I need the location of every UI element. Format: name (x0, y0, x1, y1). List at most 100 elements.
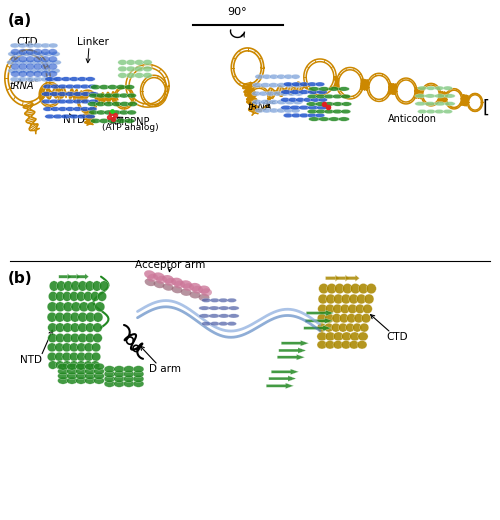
Ellipse shape (65, 92, 75, 96)
Ellipse shape (48, 77, 58, 82)
Ellipse shape (76, 343, 86, 352)
Ellipse shape (80, 99, 91, 104)
Ellipse shape (198, 294, 209, 301)
Ellipse shape (88, 101, 98, 107)
Ellipse shape (434, 86, 444, 90)
Ellipse shape (94, 302, 105, 311)
Ellipse shape (434, 94, 446, 98)
Ellipse shape (44, 51, 53, 56)
Ellipse shape (348, 294, 358, 304)
Ellipse shape (156, 276, 167, 284)
Ellipse shape (318, 98, 328, 102)
Ellipse shape (348, 304, 358, 314)
FancyArrow shape (326, 275, 340, 281)
Ellipse shape (78, 333, 88, 343)
Ellipse shape (55, 333, 65, 343)
Ellipse shape (307, 109, 318, 114)
Ellipse shape (18, 56, 28, 62)
Ellipse shape (73, 99, 83, 104)
Ellipse shape (10, 43, 20, 48)
Ellipse shape (126, 73, 136, 78)
Ellipse shape (119, 93, 129, 98)
Ellipse shape (30, 69, 38, 73)
Ellipse shape (262, 74, 271, 79)
Ellipse shape (144, 279, 156, 286)
Ellipse shape (10, 56, 20, 62)
Ellipse shape (118, 66, 127, 72)
Ellipse shape (85, 281, 94, 291)
Ellipse shape (45, 77, 55, 81)
Ellipse shape (318, 87, 330, 91)
Ellipse shape (92, 333, 102, 343)
Ellipse shape (94, 377, 104, 384)
Ellipse shape (49, 92, 59, 96)
Ellipse shape (356, 294, 366, 304)
Ellipse shape (147, 274, 158, 282)
Ellipse shape (124, 85, 134, 89)
Ellipse shape (104, 375, 115, 382)
Ellipse shape (86, 302, 97, 311)
Ellipse shape (162, 275, 174, 283)
Ellipse shape (76, 361, 86, 369)
Ellipse shape (56, 281, 66, 291)
Ellipse shape (88, 92, 99, 96)
Point (109, 115, 117, 123)
FancyArrow shape (76, 274, 89, 280)
Ellipse shape (58, 368, 68, 375)
Ellipse shape (114, 366, 124, 373)
Ellipse shape (33, 77, 42, 82)
Point (107, 109, 115, 118)
Ellipse shape (96, 93, 106, 98)
Ellipse shape (44, 69, 53, 73)
Ellipse shape (270, 108, 278, 113)
Ellipse shape (54, 313, 64, 322)
Ellipse shape (118, 60, 127, 65)
Ellipse shape (124, 375, 134, 382)
Ellipse shape (291, 108, 300, 113)
Ellipse shape (227, 321, 236, 326)
Ellipse shape (342, 283, 352, 294)
Ellipse shape (48, 352, 56, 361)
Ellipse shape (350, 332, 360, 341)
Ellipse shape (252, 91, 261, 96)
Ellipse shape (92, 323, 102, 332)
Ellipse shape (42, 92, 51, 96)
Ellipse shape (415, 94, 426, 98)
Ellipse shape (316, 109, 326, 114)
Ellipse shape (268, 83, 278, 87)
Ellipse shape (171, 278, 183, 286)
FancyArrow shape (306, 310, 334, 316)
Ellipse shape (65, 84, 75, 89)
Ellipse shape (50, 281, 58, 291)
Ellipse shape (334, 294, 344, 304)
Ellipse shape (62, 313, 72, 322)
FancyArrow shape (304, 326, 332, 331)
Ellipse shape (332, 314, 342, 323)
Ellipse shape (143, 60, 152, 65)
Ellipse shape (199, 314, 210, 318)
Ellipse shape (340, 94, 351, 99)
Ellipse shape (22, 60, 32, 65)
Ellipse shape (444, 94, 455, 98)
FancyArrow shape (305, 318, 333, 323)
Ellipse shape (90, 292, 100, 301)
Ellipse shape (84, 343, 94, 352)
Ellipse shape (62, 323, 72, 332)
Ellipse shape (66, 377, 78, 384)
Ellipse shape (262, 108, 271, 113)
Ellipse shape (189, 283, 201, 291)
Ellipse shape (252, 100, 262, 105)
Ellipse shape (40, 43, 50, 48)
Ellipse shape (210, 321, 220, 326)
Ellipse shape (126, 66, 136, 72)
Text: (b): (b) (8, 271, 32, 287)
Ellipse shape (40, 49, 50, 55)
Ellipse shape (324, 109, 334, 114)
Ellipse shape (72, 107, 82, 111)
Ellipse shape (199, 306, 210, 310)
Ellipse shape (328, 117, 340, 121)
Ellipse shape (260, 83, 270, 87)
Ellipse shape (228, 306, 239, 310)
Ellipse shape (88, 84, 97, 89)
Ellipse shape (58, 84, 68, 89)
